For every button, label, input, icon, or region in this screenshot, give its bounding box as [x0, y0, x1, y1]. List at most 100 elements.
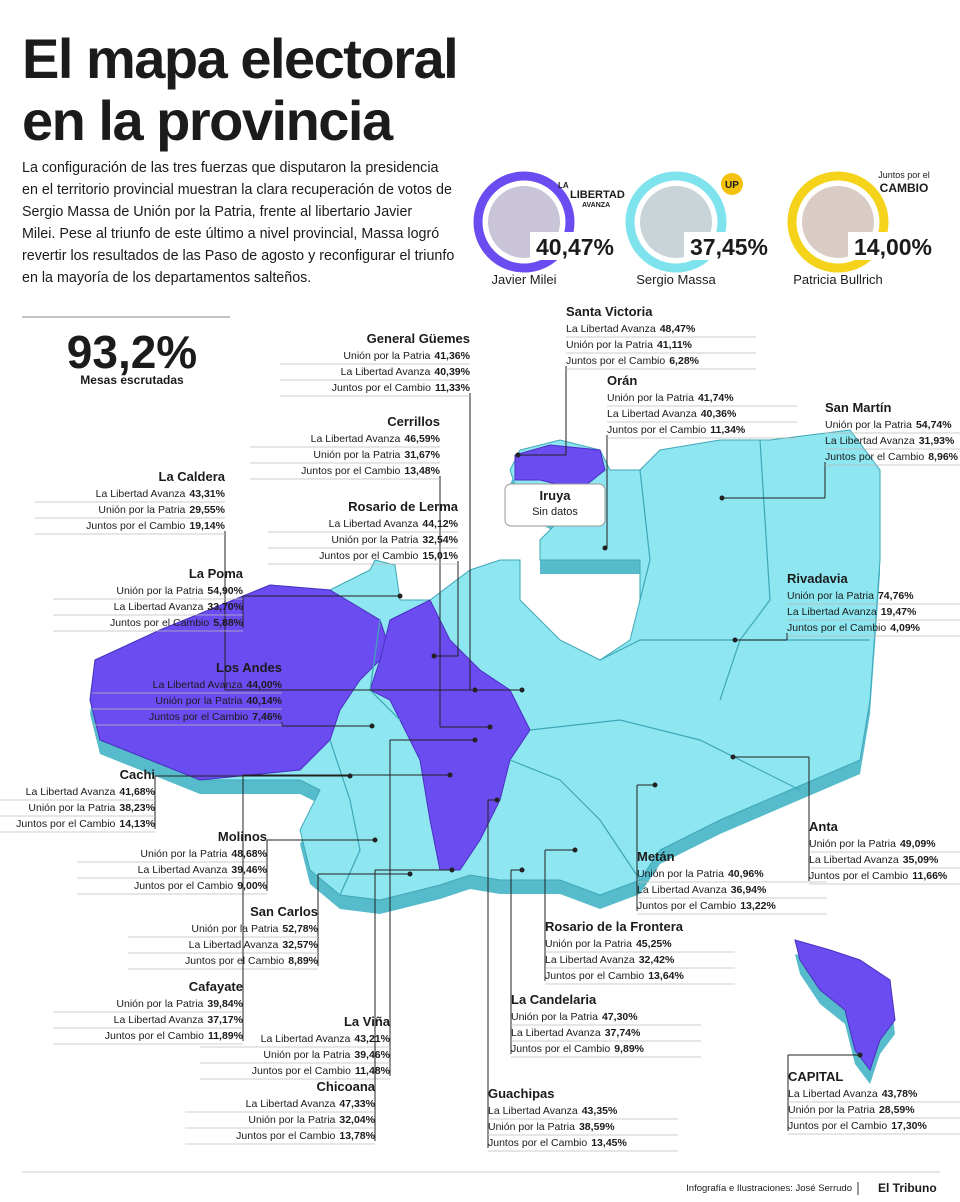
percentage: 40,39% — [434, 366, 470, 378]
party: Unión por la Patria — [788, 1104, 875, 1116]
percentage: 43,31% — [189, 488, 225, 500]
intro-line: Milei. Pese al triunfo de este último a … — [22, 226, 439, 242]
percentage: 8,89% — [288, 955, 318, 967]
leader-dot — [515, 452, 521, 458]
leader-dot — [372, 837, 378, 843]
department-name: Metán — [637, 849, 675, 864]
department-name: San Carlos — [250, 904, 318, 919]
intro-line: en la mayoría de los departamentos salte… — [22, 270, 311, 286]
logo: Juntos por el — [878, 170, 930, 180]
percentage: 41,74% — [698, 392, 734, 404]
party: Unión por la Patria — [313, 449, 400, 461]
candidate-name: Javier Milei — [491, 272, 556, 287]
percentage: 13,48% — [404, 465, 440, 477]
borders — [329, 439, 870, 896]
result-line: Juntos por el Cambio 17,30% — [788, 1120, 927, 1132]
party: Juntos por el Cambio — [105, 1030, 204, 1042]
department-label: CAPITAL La Libertad Avanza 43,78% Unión por… — [787, 1052, 960, 1135]
result-line: La Libertad Avanza 43,35% — [488, 1105, 618, 1117]
percentage: 48,47% — [660, 323, 696, 335]
percentage: 41,11% — [657, 339, 693, 351]
percentage: 35,09% — [903, 854, 939, 866]
result-line: Juntos por el Cambio 13,78% — [236, 1130, 375, 1142]
party: Unión por la Patria — [155, 695, 242, 707]
party: La Libertad Avanza — [809, 854, 899, 866]
percentage: 6,28% — [669, 355, 699, 367]
department-label: Guachipas La Libertad Avanza 43,35% Unión p… — [487, 797, 678, 1152]
scrutiny-label: Mesas escrutadas — [80, 373, 184, 387]
leader-dot — [719, 495, 725, 501]
leader-dot — [447, 772, 453, 778]
pct-box — [530, 232, 614, 260]
result-line: La Libertad Avanza 31,93% — [825, 435, 955, 447]
result-line: Unión por la Patria 41,74% — [607, 392, 734, 404]
percentage: 45,25% — [636, 938, 672, 950]
department-name: Rosario de Lerma — [348, 499, 459, 514]
intro-line: Sergio Massa de Unión por la Patria, fre… — [22, 204, 412, 220]
party: La Libertad Avanza — [825, 435, 915, 447]
party: La Libertad Avanza — [96, 488, 186, 500]
result-line: Unión por la Patria 40,14% — [155, 695, 282, 707]
party: Juntos por el Cambio — [134, 880, 233, 892]
candidate-pct: 14,00% — [854, 234, 932, 260]
percentage: 13,64% — [648, 970, 684, 982]
party: Unión por la Patria — [140, 848, 227, 860]
party: Juntos por el Cambio — [86, 520, 185, 532]
percentage: 39,46% — [231, 864, 267, 876]
party: Juntos por el Cambio — [566, 355, 665, 367]
result-line: Unión por la Patria 41,36% — [343, 350, 470, 362]
percentage: 52,78% — [282, 923, 318, 935]
percentage: 36,94% — [731, 884, 767, 896]
leader-dot — [857, 1052, 863, 1058]
result-line: Unión por la Patria 32,54% — [331, 534, 458, 546]
leader-dot — [369, 723, 375, 729]
leader-dot — [602, 545, 608, 551]
credit: Infografía e Ilustraciones: José Serrudo — [686, 1183, 852, 1194]
department-name: Rivadavia — [787, 571, 848, 586]
party: Unión por la Patria — [28, 802, 115, 814]
party: La Libertad Avanza — [189, 939, 279, 951]
party: Unión por la Patria — [566, 339, 653, 351]
department-name: La Caldera — [159, 469, 226, 484]
result-line: Unión por la Patria 29,55% — [98, 504, 225, 516]
result-line: Unión por la Patria 39,46% — [263, 1049, 390, 1061]
result-line: Unión por la Patria 48,68% — [140, 848, 267, 860]
intro-line: La configuración de las tres fuerzas que… — [22, 160, 439, 176]
candidate-pct: 40,47% — [536, 234, 614, 260]
result-line: Unión por la Patria 41,11% — [566, 339, 693, 351]
percentage: 17,30% — [891, 1120, 927, 1132]
percentage: 74,76% — [878, 590, 914, 602]
result-line: Juntos por el Cambio 11,34% — [607, 424, 746, 436]
result-line: La Libertad Avanza 39,46% — [138, 864, 268, 876]
department-name: La Candelaria — [511, 992, 597, 1007]
party: Unión por la Patria — [488, 1121, 575, 1133]
party: Juntos por el Cambio — [185, 955, 284, 967]
party: Juntos por el Cambio — [787, 622, 886, 634]
percentage: 11,33% — [435, 382, 471, 394]
result-line: La Libertad Avanza 41,68% — [26, 786, 156, 798]
leader-dot — [449, 867, 455, 873]
result-line: La Libertad Avanza 36,94% — [637, 884, 767, 896]
party: Juntos por el Cambio — [252, 1065, 351, 1077]
party: La Libertad Avanza — [637, 884, 727, 896]
result-line: La Libertad Avanza 43,78% — [788, 1088, 918, 1100]
party: Juntos por el Cambio — [788, 1120, 887, 1132]
party: Juntos por el Cambio — [16, 818, 115, 830]
result-line: Juntos por el Cambio 8,96% — [825, 451, 959, 463]
scrutiny-value: 93,2% — [67, 326, 197, 378]
party: Unión por la Patria — [343, 350, 430, 362]
party: Unión por la Patria — [98, 504, 185, 516]
logo: LA — [558, 181, 569, 190]
department-name: General Güemes — [367, 331, 470, 346]
leader-dot — [407, 871, 413, 877]
result-line: Juntos por el Cambio 11,33% — [332, 382, 471, 394]
party: Unión por la Patria — [607, 392, 694, 404]
party: La Libertad Avanza — [329, 518, 419, 530]
map: Iruya Sin datos — [89, 429, 896, 1084]
percentage: 11,89% — [208, 1030, 244, 1042]
result-line: Juntos por el Cambio 11,89% — [105, 1030, 244, 1042]
